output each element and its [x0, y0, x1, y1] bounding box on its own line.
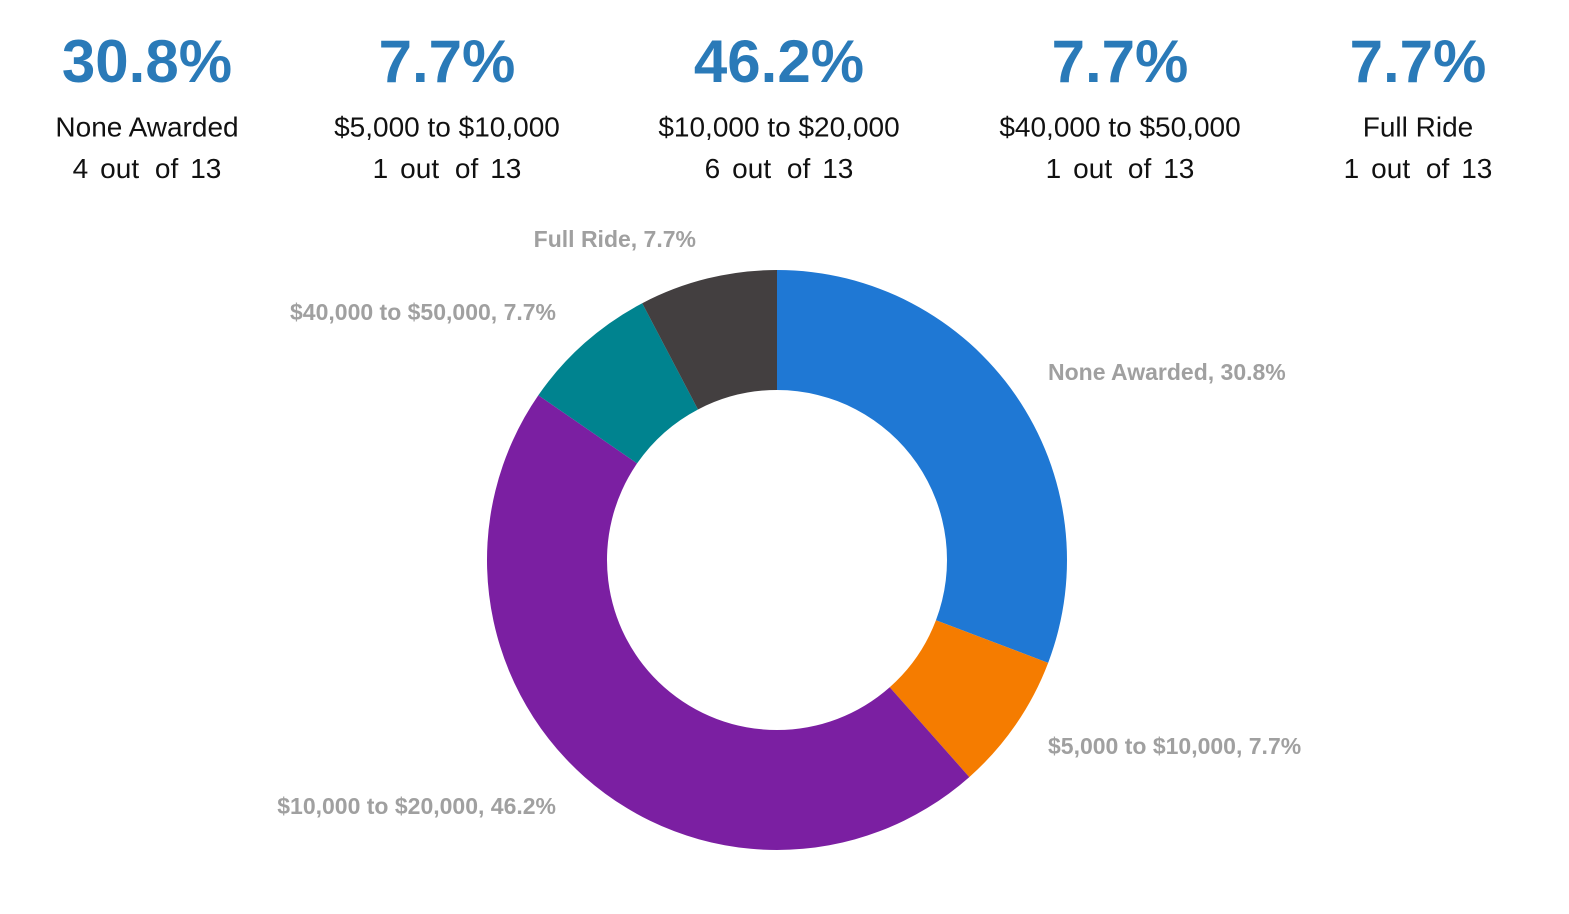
stat-percent: 7.7% — [1052, 28, 1189, 95]
joiner: out of — [732, 153, 810, 184]
donut-slice — [538, 303, 698, 464]
total: 13 — [190, 153, 221, 184]
stat-count: 4 out of 13 — [73, 153, 222, 184]
count: 1 — [1046, 153, 1062, 184]
total: 13 — [1163, 153, 1194, 184]
donut-slice — [642, 270, 777, 410]
donut-slice — [889, 620, 1049, 778]
stat-count: 1 out of 13 — [1344, 153, 1493, 184]
count: 1 — [373, 153, 389, 184]
joiner: out of — [1371, 153, 1449, 184]
donut-slice — [486, 395, 970, 851]
stat-percent: 30.8% — [62, 28, 232, 95]
count: 1 — [1344, 153, 1360, 184]
slice-label: $10,000 to $20,000, 46.2% — [277, 793, 556, 819]
slice-label: $40,000 to $50,000, 7.7% — [290, 299, 556, 325]
total: 13 — [1461, 153, 1492, 184]
slice-label: Full Ride, 7.7% — [534, 226, 696, 252]
stat-name: $5,000 to $10,000 — [334, 111, 560, 142]
joiner: out of — [1073, 153, 1151, 184]
slice-label: $5,000 to $10,000, 7.7% — [1048, 733, 1301, 759]
total: 13 — [822, 153, 853, 184]
stat-name: $10,000 to $20,000 — [658, 111, 899, 142]
stat-count: 1 out of 13 — [1046, 153, 1195, 184]
joiner: out of — [100, 153, 178, 184]
stat-count: 6 out of 13 — [705, 153, 854, 184]
count: 4 — [73, 153, 89, 184]
donut-slice — [777, 270, 1067, 663]
stat-name: Full Ride — [1363, 111, 1473, 142]
slice-label: None Awarded, 30.8% — [1048, 359, 1286, 385]
joiner: out of — [400, 153, 478, 184]
stat-percent: 7.7% — [1350, 28, 1487, 95]
stat-percent: 46.2% — [694, 28, 864, 95]
stat-name: None Awarded — [55, 111, 238, 142]
count: 6 — [705, 153, 721, 184]
stat-name: $40,000 to $50,000 — [999, 111, 1240, 142]
stat-count: 1 out of 13 — [373, 153, 522, 184]
stat-percent: 7.7% — [379, 28, 516, 95]
total: 13 — [490, 153, 521, 184]
